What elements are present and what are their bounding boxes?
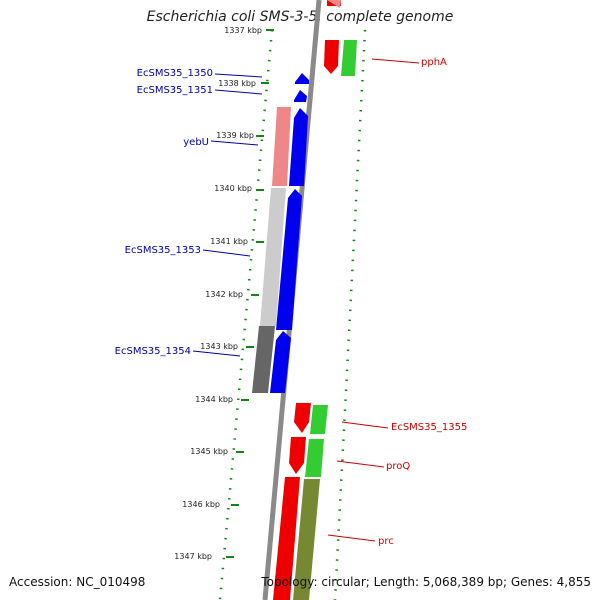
gene-blue-long [276,189,302,330]
gene-label-prc: prc [378,536,394,547]
gene-label-yebu: yebU [183,137,209,148]
gene-blue-small [295,73,309,84]
tick-label: 1342 kbp [205,290,243,299]
gene-red-arrow [294,403,311,433]
gene-red-arrow [289,437,306,474]
map-title: Escherichia coli SMS-3-5, complete genom… [146,9,454,25]
gene-label-ppha: pphA [421,57,447,68]
gene-label-ecsms35-1351: EcSMS35_1351 [137,85,213,96]
gene-green [341,40,357,76]
gene-red-arrow [324,40,339,74]
genome-summary-text: Topology: circular; Length: 5,068,389 bp… [261,575,591,589]
tick-label: 1341 kbp [210,237,248,246]
leader-line [327,534,376,542]
leader-line [192,350,241,357]
gene-blue-long [289,108,308,186]
gene-red-long [273,477,300,600]
tick-label: 1347 kbp [174,552,212,561]
leader-line [371,58,420,64]
right-dotted-ruler [333,29,367,600]
right-leader-lines [327,58,420,542]
leader-line [341,421,389,429]
leader-line [336,460,385,468]
gene-label-ecsms35-1353: EcSMS35_1353 [125,245,201,256]
gene-label-ecsms35-1355: EcSMS35_1355 [391,422,467,433]
gene-label-ecsms35-1354: EcSMS35_1354 [115,346,191,357]
gene-dark-gray [252,326,275,393]
tick-label: 1339 kbp [216,131,254,140]
gene-blue-long [270,331,291,393]
left-leader-lines [192,73,263,357]
gene-pink [272,107,291,186]
leader-line [202,249,251,257]
gene-green [305,439,324,477]
tick-label: 1343 kbp [200,342,238,351]
gene-green [310,405,328,434]
gene-light-gray [260,188,286,326]
tick-marks [226,29,274,558]
gene-label-ecsms35-1350: EcSMS35_1350 [137,68,213,79]
tick-label: 1340 kbp [214,184,252,193]
gene-blue-small [294,90,307,102]
gene-label-proq: proQ [386,461,410,472]
tick-label: 1345 kbp [190,447,228,456]
tick-label: 1346 kbp [182,500,220,509]
accession-text: Accession: NC_010498 [9,575,146,589]
leader-line [210,140,259,146]
leader-line [214,89,263,95]
gene-top-pink [327,0,341,8]
tick-label: 1338 kbp [218,79,256,88]
gene-olive-long [293,479,320,600]
tick-label: 1344 kbp [195,395,233,404]
leader-line [214,73,263,78]
tick-label: 1337 kbp [224,26,262,35]
